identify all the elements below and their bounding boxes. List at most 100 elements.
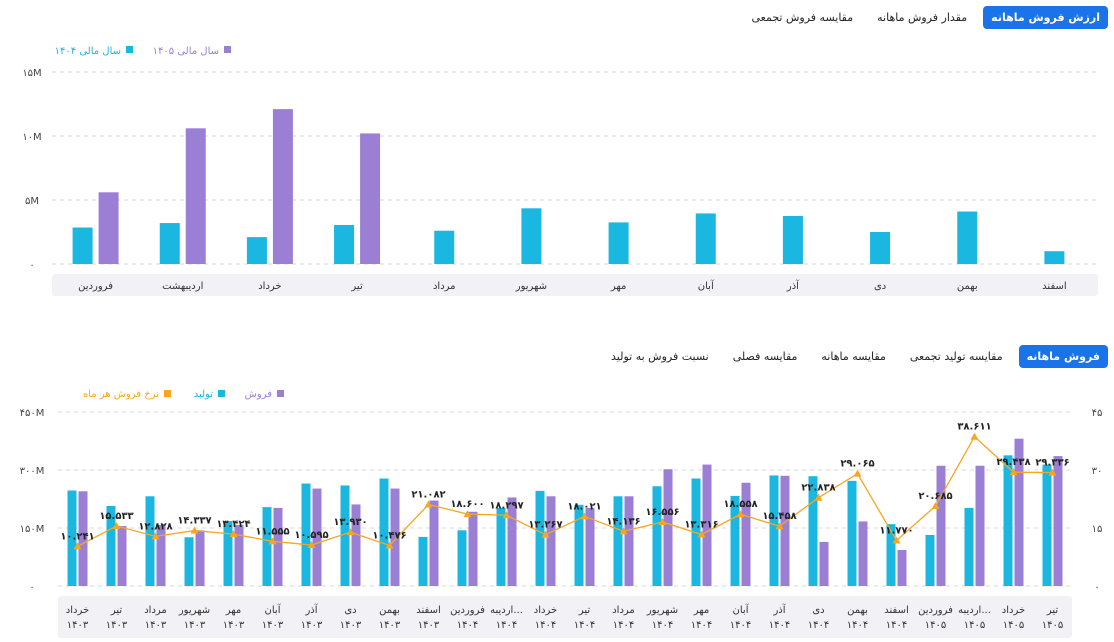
x-tick-year: ۱۴۰۴ [457, 620, 478, 631]
x-tick-month: اسفند [416, 605, 440, 616]
rate-data-label: ۱۸.۶۰۰ [450, 499, 484, 510]
rate-data-label: ۱۳.۳۱۶ [684, 520, 718, 531]
x-tick-year: ۱۴۰۵ [964, 620, 985, 631]
rate-point [190, 526, 199, 534]
x-tick-year: ۱۴۰۳ [106, 620, 128, 631]
rate-data-label: ۱۰.۴۷۶ [372, 530, 406, 541]
bottom-chart-tabs: فروش ماهانه مقایسه تولید تجمعی مقایسه ماها… [603, 345, 1108, 368]
bar-1404 [695, 213, 716, 264]
legend-label-production: تولید [194, 389, 213, 400]
monthly-sales-value-chart: ۰ ۵M ۱۰M ۱۵M فروردین اردیبهشت خرداد تیر مرداد شهر… [22, 46, 1098, 296]
rate-point [1048, 468, 1057, 476]
rate-point [73, 542, 82, 550]
tab-top-0[interactable]: ارزش فروش ماهانه [983, 6, 1108, 29]
x-tick-year: ۱۴۰۴ [691, 620, 712, 631]
x-tick-year: ۱۴۰۴ [496, 620, 517, 631]
x-tick-month: دی [812, 605, 824, 616]
rate-data-label: ۲۲.۸۳۸ [801, 483, 835, 494]
legend-swatch-sales [277, 390, 284, 397]
bar-sales [351, 504, 361, 586]
bar-production [223, 521, 233, 586]
x-tick-label: بهمن [957, 281, 978, 292]
bar-production [613, 496, 623, 586]
tab-bottom-0[interactable]: فروش ماهانه [1018, 345, 1108, 368]
x-axis-band [52, 274, 1098, 296]
x-tick-month: اردیبه... [490, 605, 523, 616]
rate-data-label: ۱۸.۲۹۷ [489, 500, 523, 511]
x-tick-year: ۱۴۰۴ [535, 620, 556, 631]
rate-line [77, 435, 1053, 547]
x-tick-year: ۱۴۰۳ [262, 620, 284, 631]
rate-data-label: ۳۸.۶۱۱ [957, 422, 991, 433]
y-right-tick-label: ۳۰ [1092, 466, 1103, 477]
legend-label-sales: فروش [245, 389, 273, 400]
bar-sales [975, 465, 985, 586]
rate-data-label: ۱۵.۵۳۳ [99, 511, 133, 522]
bar-production [847, 480, 857, 586]
x-tick-month: اسفند [884, 605, 908, 616]
x-tick-year: ۱۴۰۴ [847, 620, 868, 631]
bar-production [145, 496, 155, 586]
x-tick-label: اسفند [1042, 281, 1066, 292]
tab-bottom-4[interactable]: نسبت فروش به تولید [611, 350, 709, 363]
x-tick-month: خرداد [534, 605, 557, 616]
rate-point [346, 528, 355, 536]
rate-point [658, 517, 667, 525]
y-right-tick-label: ۴۵ [1092, 408, 1103, 419]
bar-sales [468, 511, 478, 586]
bar-production [340, 485, 350, 586]
tab-bottom-2[interactable]: مقایسه ماهانه [821, 350, 886, 363]
rate-point [814, 493, 823, 501]
bar-production [964, 507, 974, 586]
bar-production [496, 507, 506, 586]
x-tick-month: مرداد [144, 605, 167, 616]
x-tick-month: فروردین [918, 605, 953, 616]
bar-sales [780, 475, 790, 586]
rate-point [112, 521, 121, 529]
bar-production [379, 478, 389, 586]
bar-1405 [98, 192, 119, 264]
x-tick-label: خرداد [258, 281, 281, 292]
x-tick-month: تیر [1046, 605, 1059, 616]
rate-data-label: ۲۰.۶۸۵ [918, 491, 952, 502]
rate-point [580, 512, 589, 520]
bar-sales [195, 530, 205, 586]
x-tick-month: اردیبه... [958, 605, 991, 616]
x-tick-month: مهر [693, 605, 709, 616]
x-tick-month: مهر [225, 605, 241, 616]
y-tick-label: ۰ [29, 260, 34, 271]
bar-production [535, 490, 545, 586]
x-tick-month: بهمن [847, 605, 868, 616]
bar-1404 [334, 224, 355, 264]
y-tick-label: ۱۵M [22, 68, 41, 79]
bar-1404 [1044, 251, 1065, 264]
rate-data-label: ۲۱.۰۸۲ [411, 489, 445, 500]
rate-data-label: ۱۳.۴۲۴ [216, 519, 250, 530]
legend-label-1404: سال مالی ۱۴۰۴ [55, 46, 121, 57]
x-tick-year: ۱۴۰۵ [925, 620, 946, 631]
x-tick-month: دی [344, 605, 356, 616]
rate-point [775, 522, 784, 530]
tab-top-2[interactable]: مقایسه فروش تجمعی [751, 11, 854, 24]
x-tick-year: ۱۴۰۴ [613, 620, 634, 631]
bar-sales [702, 464, 712, 586]
x-tick-year: ۱۴۰۴ [808, 620, 829, 631]
tab-bottom-1[interactable]: مقایسه تولید تجمعی [909, 350, 1003, 363]
legend-label-1405: سال مالی ۱۴۰۵ [153, 46, 219, 57]
x-tick-year: ۱۴۰۳ [379, 620, 401, 631]
rate-data-label: ۱۳.۲۶۷ [528, 520, 562, 531]
rate-point [229, 530, 238, 538]
tab-top-1[interactable]: مقدار فروش ماهانه [877, 11, 968, 24]
x-tick-year: ۱۴۰۴ [730, 620, 751, 631]
tab-bottom-3[interactable]: مقایسه فصلی [732, 350, 798, 363]
bar-1405 [272, 109, 293, 265]
bar-sales [546, 496, 556, 586]
rate-data-label: ۱۶.۵۵۶ [645, 507, 679, 518]
bar-sales [78, 491, 88, 586]
bar-sales [312, 488, 322, 586]
rate-point [151, 532, 160, 540]
rate-data-label: ۱۱.۵۵۵ [255, 526, 289, 537]
rate-point [502, 511, 511, 519]
legend-swatch-production [218, 390, 225, 397]
rate-point [619, 527, 628, 535]
